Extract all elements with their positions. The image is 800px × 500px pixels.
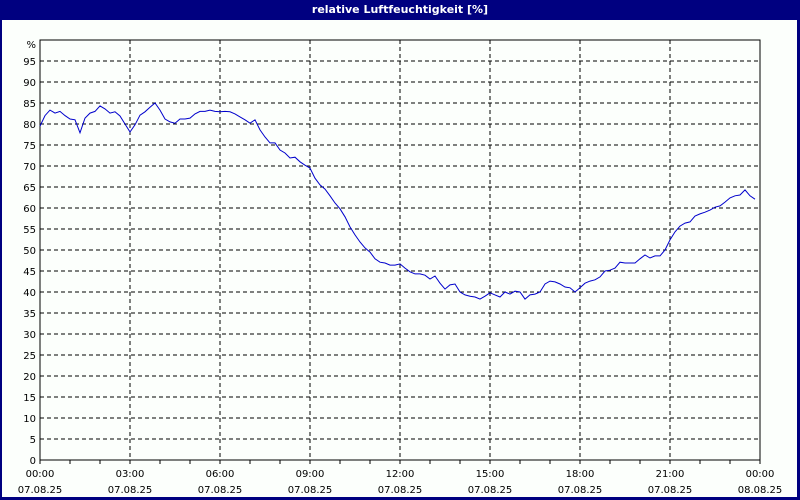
y-tick-label: 10 — [23, 414, 36, 425]
y-tick-label: 55 — [23, 225, 36, 236]
x-tick-time: 15:00 — [476, 469, 505, 480]
plot-frame — [39, 39, 761, 461]
x-tick-date: 07.08.25 — [108, 485, 153, 496]
grid-lines — [40, 40, 760, 460]
y-tick-label: 15 — [23, 393, 36, 404]
y-tick-label: 30 — [23, 330, 36, 341]
y-tick-label: 65 — [23, 183, 36, 194]
y-tick-label: 40 — [23, 288, 36, 299]
x-axis-labels: 00:00 07.08.25 03:00 07.08.25 06:00 07.08.25 0… — [18, 469, 783, 496]
x-tick-date: 07.08.25 — [198, 485, 243, 496]
x-tick-date: 08.08.25 — [738, 485, 783, 496]
y-tick-label: 90 — [23, 78, 36, 89]
x-tick-time: 09:00 — [296, 469, 325, 480]
y-tick-label: 85 — [23, 99, 36, 110]
y-tick-label: 5 — [30, 435, 36, 446]
y-unit-label: % — [26, 40, 36, 51]
x-tick-time: 21:00 — [656, 469, 685, 480]
axes — [39, 39, 761, 464]
window-title: relative Luftfeuchtigkeit [%] — [0, 0, 800, 20]
y-axis-labels: 0 5 10 15 20 25 30 35 40 45 50 55 60 65 70 75 80 85 90 95% — [23, 40, 36, 467]
x-tick-time: 12:00 — [386, 469, 415, 480]
y-tick-label: 50 — [23, 246, 36, 257]
y-tick-label: 60 — [23, 204, 36, 215]
y-tick-label: 45 — [23, 267, 36, 278]
x-tick-time: 00:00 — [746, 469, 775, 480]
x-tick-time: 06:00 — [206, 469, 235, 480]
y-tick-label: 0 — [30, 456, 36, 467]
x-tick-date: 07.08.25 — [468, 485, 513, 496]
x-tick-time: 03:00 — [116, 469, 145, 480]
x-tick-date: 07.08.25 — [558, 485, 603, 496]
y-tick-label: 75 — [23, 141, 36, 152]
x-tick-date: 07.08.25 — [648, 485, 693, 496]
x-tick-time: 00:00 — [26, 469, 55, 480]
y-tick-label: 25 — [23, 351, 36, 362]
y-tick-label: 70 — [23, 162, 36, 173]
y-tick-label: 20 — [23, 372, 36, 383]
humidity-series-line — [39, 102, 756, 300]
x-tick-date: 07.08.25 — [378, 485, 423, 496]
x-tick-time: 18:00 — [566, 469, 595, 480]
y-tick-label: 95 — [23, 57, 36, 68]
y-tick-label: 35 — [23, 309, 36, 320]
x-tick-date: 07.08.25 — [18, 485, 63, 496]
y-tick-label: 80 — [23, 120, 36, 131]
x-tick-date: 07.08.25 — [288, 485, 333, 496]
